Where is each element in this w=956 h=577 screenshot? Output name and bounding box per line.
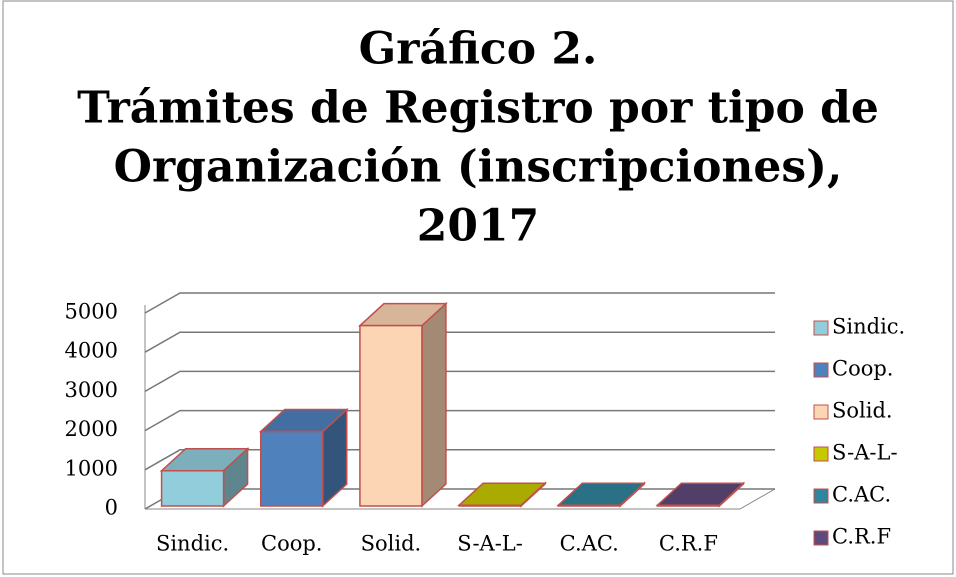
legend-label: Solid. bbox=[832, 399, 893, 423]
legend-label: Coop. bbox=[832, 357, 893, 381]
x-tick-label: S-A-L- bbox=[457, 532, 523, 556]
bar bbox=[457, 481, 548, 508]
chart-title: Organización (inscripciones), bbox=[114, 142, 843, 193]
legend-swatch bbox=[813, 488, 829, 504]
y-tick-label: 0 bbox=[105, 496, 118, 520]
grid-line bbox=[144, 449, 775, 471]
legend-label: S-A-L- bbox=[832, 441, 898, 465]
x-tick-label: Coop. bbox=[261, 532, 322, 556]
legend-swatch bbox=[813, 446, 829, 462]
bar bbox=[357, 301, 448, 508]
legend-swatch bbox=[813, 320, 829, 336]
y-tick-label: 1000 bbox=[65, 456, 118, 480]
x-tick-label: C.AC. bbox=[560, 532, 619, 556]
grid-line bbox=[144, 331, 775, 353]
legend-swatch bbox=[813, 530, 829, 546]
y-tick-label: 4000 bbox=[65, 339, 118, 363]
x-tick-label: Solid. bbox=[361, 532, 422, 556]
legend-swatch bbox=[813, 404, 829, 420]
bar bbox=[655, 481, 746, 508]
grid-line bbox=[144, 292, 775, 314]
y-tick-label: 2000 bbox=[65, 417, 118, 441]
legend-label: C.AC. bbox=[832, 483, 891, 507]
legend-label: Sindic. bbox=[832, 315, 905, 339]
chart-title: Trámites de Registro por tipo de bbox=[77, 83, 879, 134]
legend-swatch bbox=[813, 362, 829, 378]
chart-title: 2017 bbox=[417, 201, 539, 252]
floor bbox=[145, 488, 776, 510]
legend-label: C.R.F bbox=[832, 525, 891, 549]
y-tick-label: 5000 bbox=[65, 300, 118, 324]
bar bbox=[258, 407, 349, 508]
bar bbox=[556, 481, 647, 508]
chart-title: Gráfico 2. bbox=[359, 24, 598, 75]
y-tick-label: 3000 bbox=[65, 378, 118, 402]
bar bbox=[159, 447, 250, 508]
grid-line bbox=[144, 370, 775, 393]
grid-line bbox=[144, 409, 775, 432]
x-tick-label: C.R.F bbox=[659, 532, 718, 556]
x-tick-label: Sindic. bbox=[156, 532, 229, 556]
